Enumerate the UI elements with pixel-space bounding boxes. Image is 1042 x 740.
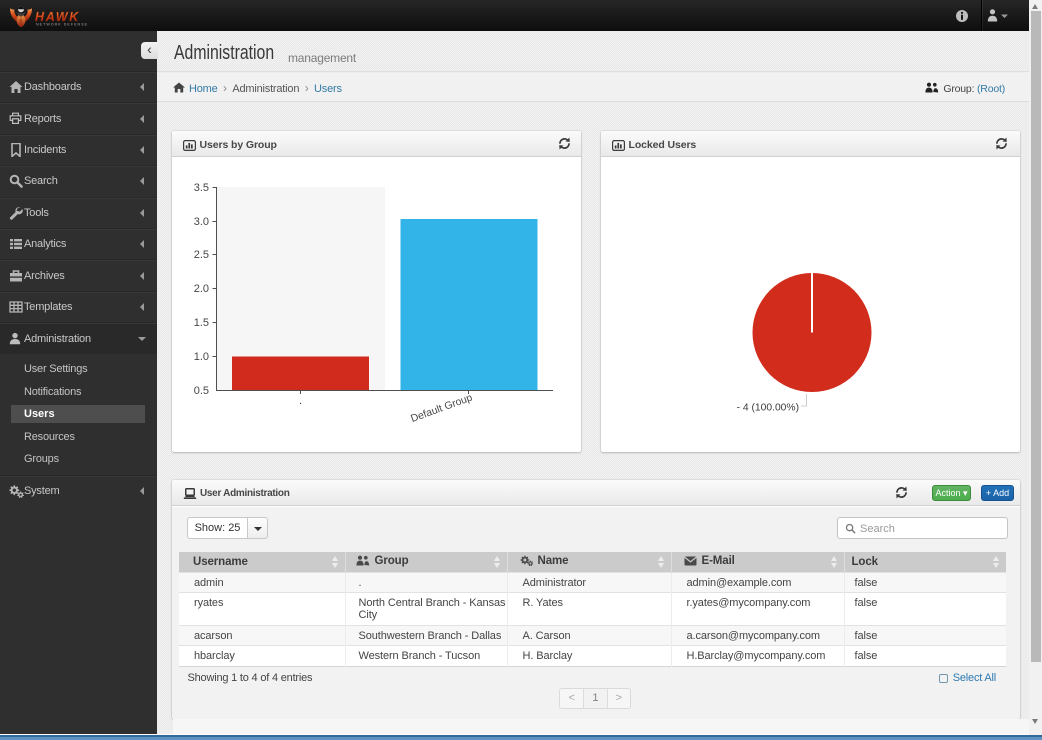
- svg-text:3.0: 3.0: [194, 216, 209, 228]
- svg-text:2.0: 2.0: [194, 283, 209, 295]
- svg-text:.: .: [299, 395, 302, 407]
- svg-text:0.5: 0.5: [194, 385, 209, 397]
- svg-text:HAWK: HAWK: [35, 10, 80, 24]
- svg-text:Default Group: Default Group: [409, 392, 474, 425]
- svg-text:3.5: 3.5: [194, 182, 209, 194]
- svg-text:2.5: 2.5: [194, 249, 209, 261]
- svg-text:1.0: 1.0: [194, 351, 209, 363]
- svg-text:NETWORK DEFENSE: NETWORK DEFENSE: [36, 23, 88, 27]
- svg-text:- 4 (100.00%): - 4 (100.00%): [737, 403, 799, 414]
- svg-text:1.5: 1.5: [194, 317, 209, 329]
